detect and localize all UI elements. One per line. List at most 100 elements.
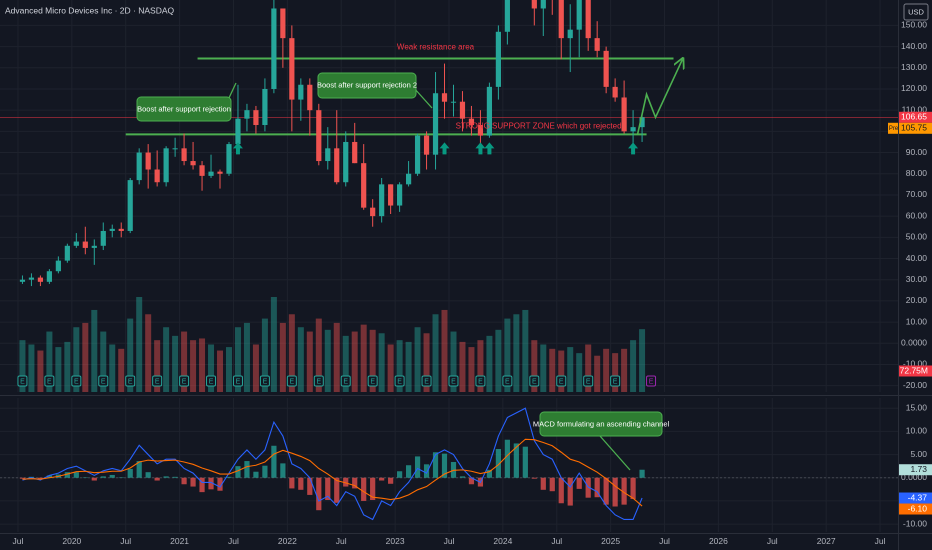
histogram-bar	[145, 472, 151, 478]
y-tick-label: 40.00	[906, 253, 928, 263]
earnings-label: E	[343, 378, 348, 385]
candle-body	[576, 0, 582, 30]
histogram-bar	[388, 477, 394, 484]
candle-body	[621, 97, 627, 132]
volume-bar	[297, 327, 304, 392]
candle-body	[639, 117, 645, 128]
earnings-label: E	[128, 378, 133, 385]
currency-button[interactable]	[903, 3, 929, 21]
callout-box	[317, 72, 417, 99]
histogram-bar	[549, 477, 555, 492]
x-tick-label: 2022	[278, 536, 297, 546]
histogram-bar	[343, 477, 349, 487]
volume-bar	[261, 318, 268, 392]
volume-badge	[899, 365, 932, 377]
x-tick-label: 2025	[601, 536, 620, 546]
volume-bar	[243, 322, 250, 392]
callout-box	[136, 96, 232, 122]
histogram-bar	[621, 477, 627, 505]
x-tick-label: 2026	[709, 536, 728, 546]
candle-body	[432, 93, 439, 155]
histogram-bar	[486, 469, 493, 478]
volume-bar	[82, 322, 89, 392]
histogram-bar	[603, 477, 609, 505]
y-tick-label: 90.00	[906, 147, 928, 157]
volume-bar	[486, 335, 493, 392]
volume-bar	[46, 331, 53, 392]
volume-bar	[351, 331, 358, 392]
earnings-marker	[502, 375, 513, 387]
candle-body	[477, 125, 484, 136]
earnings-label: E	[47, 378, 52, 385]
volume-bar	[459, 341, 466, 392]
volume-bar	[199, 338, 206, 392]
volume-bar	[567, 347, 574, 392]
candle-body	[226, 144, 232, 174]
earnings-label: E	[397, 378, 402, 385]
histogram-bar	[504, 439, 510, 478]
y2-tick-label: 10.00	[906, 426, 928, 436]
candle-body	[145, 152, 151, 170]
chart-title: Advanced Micro Devices Inc · 2D · NASDAQ	[5, 5, 174, 15]
volume-bar	[37, 350, 44, 392]
earnings-marker	[98, 375, 109, 387]
volume-bar	[558, 350, 565, 392]
earnings-label: E	[316, 378, 321, 385]
volume-bar	[594, 355, 601, 392]
volume-bar	[73, 327, 80, 392]
candle-body	[504, 0, 510, 32]
volume-bar	[324, 329, 331, 392]
earnings-marker	[583, 375, 594, 387]
earnings-marker	[340, 375, 351, 387]
candle-body	[64, 245, 70, 261]
volume-bar	[315, 318, 322, 392]
earnings-marker	[17, 375, 28, 387]
earnings-label: E	[649, 378, 654, 385]
histogram-bar	[361, 477, 367, 501]
volume-bar	[55, 347, 62, 392]
volume-bar	[441, 309, 448, 392]
histogram-bar	[73, 472, 79, 478]
volume-bar	[172, 335, 179, 392]
y-tick-label: -10.00	[903, 359, 927, 369]
candle-body	[388, 184, 394, 206]
histogram-bar	[585, 477, 591, 498]
volume-bar	[28, 344, 35, 392]
earnings-label: E	[613, 378, 618, 385]
y2-tick-label: -10.00	[903, 518, 927, 528]
volume-bar	[252, 344, 259, 392]
candle-body	[118, 228, 124, 231]
macd-line	[22, 407, 643, 521]
level-label: Weak resistance area	[397, 43, 475, 52]
pre-label: Pre	[889, 126, 899, 132]
axes: 150.00140.00130.00120.00110.00100.0090.0…	[13, 20, 932, 546]
candle-body	[495, 31, 501, 87]
candle-body	[397, 184, 403, 206]
earnings-label: E	[370, 378, 375, 385]
histogram-bar	[558, 477, 564, 504]
volume-bar	[333, 322, 340, 392]
candle-body	[163, 148, 169, 183]
volume-bar	[405, 341, 412, 392]
callout-text: Boost after support rejection 2	[317, 80, 417, 89]
callout-box	[539, 411, 663, 437]
x-tick-label: Jul	[659, 536, 670, 546]
x-tick-label: 2021	[170, 536, 189, 546]
projection-line	[636, 59, 683, 135]
level-label: STRONG SUPPORT ZONE which got rejected	[456, 121, 622, 130]
up-arrow	[628, 142, 639, 155]
earnings-label: E	[505, 378, 510, 385]
earnings-marker	[152, 375, 163, 387]
histogram-bar	[199, 477, 205, 493]
volume-bar	[603, 348, 610, 392]
volume-bar	[414, 327, 421, 392]
candle-body	[235, 118, 241, 145]
earnings-marker	[71, 375, 82, 387]
earnings-label: E	[236, 378, 241, 385]
histogram-bar	[639, 469, 645, 478]
volume-bar	[612, 353, 619, 392]
histogram-bar	[352, 477, 358, 489]
currency[interactable]: USD	[908, 7, 924, 16]
callout-pointer	[599, 435, 631, 471]
